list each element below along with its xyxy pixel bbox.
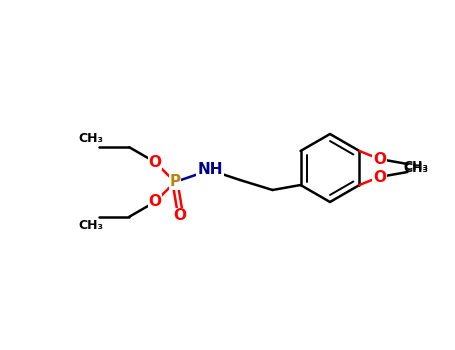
Text: CH₃: CH₃	[403, 161, 428, 174]
Text: O: O	[373, 169, 386, 184]
Text: O: O	[373, 152, 386, 167]
Text: CH₃: CH₃	[79, 132, 104, 145]
Text: P: P	[169, 175, 181, 189]
Text: O: O	[173, 209, 187, 224]
Text: CH₃: CH₃	[403, 162, 428, 175]
Text: CH₃: CH₃	[79, 219, 104, 232]
Text: O: O	[149, 194, 162, 209]
Text: NH: NH	[197, 162, 223, 177]
Text: O: O	[149, 155, 162, 170]
